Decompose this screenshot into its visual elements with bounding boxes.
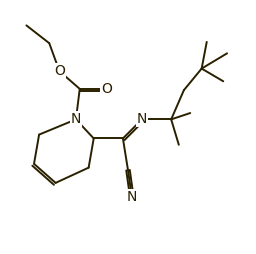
Text: N: N <box>137 112 147 126</box>
Text: N: N <box>71 112 81 126</box>
Text: O: O <box>101 82 112 96</box>
Text: N: N <box>127 190 137 204</box>
Text: O: O <box>54 64 65 78</box>
